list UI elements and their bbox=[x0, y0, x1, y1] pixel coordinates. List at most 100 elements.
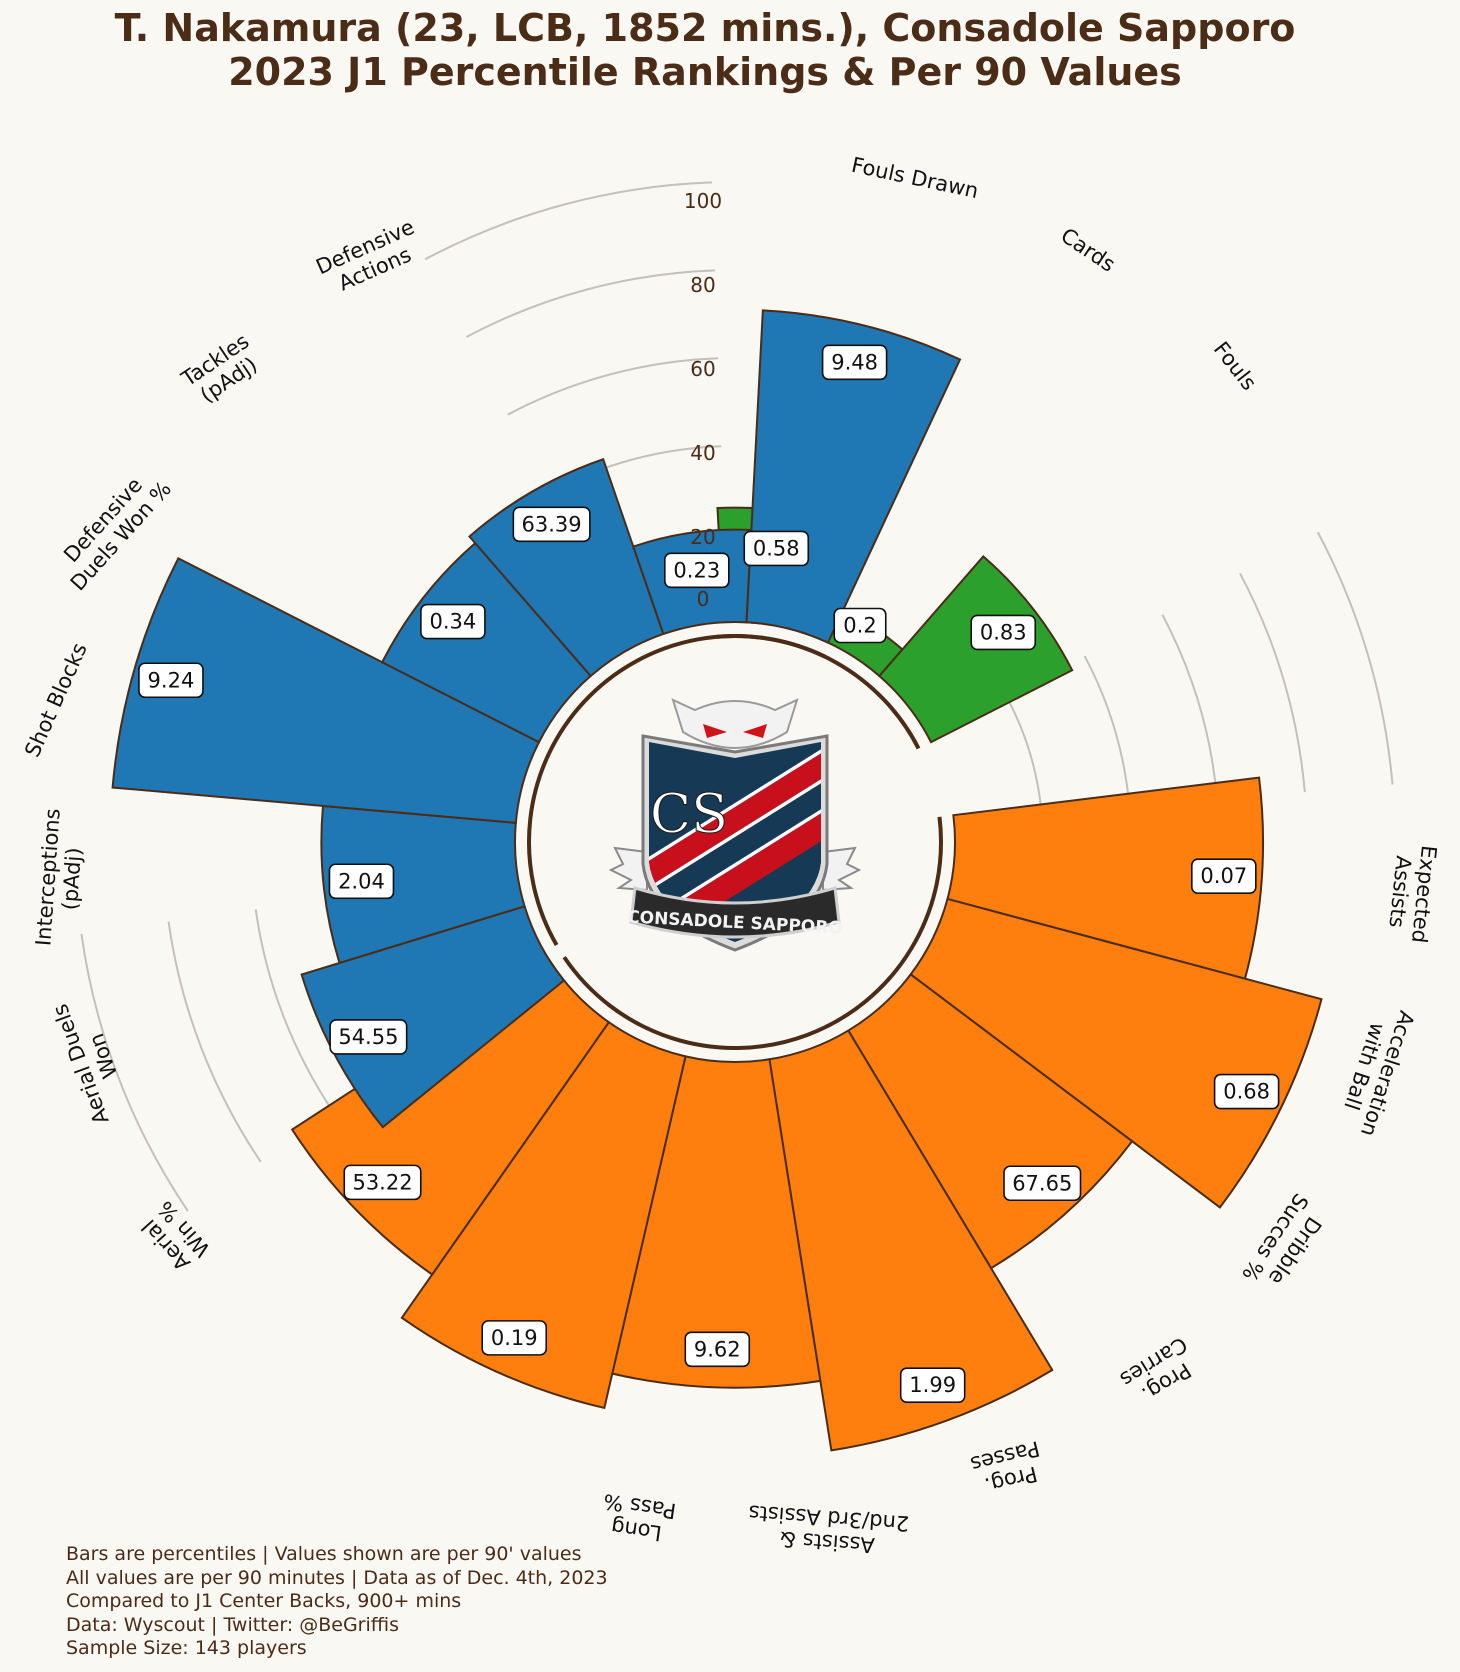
value-label-box bbox=[684, 1331, 751, 1368]
category-label: Tackles(pAdj) bbox=[176, 329, 261, 408]
value-label-7: 0.68 bbox=[1213, 1073, 1280, 1110]
gridline-arc bbox=[1161, 614, 1219, 800]
r-tick-label: 0 bbox=[697, 587, 710, 611]
value-label-box bbox=[343, 1164, 422, 1201]
value-label-6: 0.07 bbox=[1191, 858, 1257, 894]
value-label-box bbox=[833, 607, 887, 644]
gridline-arc bbox=[424, 181, 713, 261]
value-label-box bbox=[743, 530, 810, 567]
value-label-18: 63.39 bbox=[512, 506, 591, 543]
value-label-text: 54.55 bbox=[338, 1025, 398, 1049]
footer-line-2: All values are per 90 minutes | Data as … bbox=[66, 1566, 608, 1589]
gridline-arc bbox=[465, 269, 716, 338]
r-tick-label: 20 bbox=[690, 525, 715, 549]
bar-10 bbox=[611, 1055, 822, 1389]
value-label-12: 53.22 bbox=[343, 1164, 422, 1201]
radial-tick-labels: 0 20 40 60 80 100 bbox=[684, 189, 722, 611]
category-label: Assists &2nd/3rd Assists bbox=[748, 1500, 910, 1557]
category-label: Fouls bbox=[1209, 337, 1261, 395]
category-label-line: Fouls Drawn bbox=[849, 153, 980, 203]
value-labels: 0.58 0.2 0.83 0.07 0.68 67.65 1.99 9.62 0.19 53.2… bbox=[138, 344, 1280, 1403]
group-arc-1 bbox=[562, 816, 943, 1050]
value-label-box bbox=[329, 1019, 408, 1055]
value-label-box bbox=[821, 344, 888, 381]
value-label-text: 67.65 bbox=[1012, 1171, 1072, 1195]
value-label-10: 9.62 bbox=[684, 1331, 751, 1368]
value-label-box bbox=[1213, 1073, 1280, 1110]
value-label-text: 53.22 bbox=[352, 1170, 412, 1194]
value-label-box bbox=[1191, 858, 1257, 894]
footer-line-1: Bars are percentiles | Values shown are … bbox=[66, 1543, 582, 1565]
category-label: Prog.Carries bbox=[1116, 1332, 1195, 1406]
chart-title-line-2: 2023 J1 Percentile Rankings & Per 90 Val… bbox=[228, 50, 1182, 94]
crest-owl-head bbox=[671, 698, 799, 749]
value-label-text: 0.83 bbox=[980, 620, 1027, 644]
crest-owl-eye-left bbox=[703, 724, 727, 738]
value-label-box bbox=[664, 552, 730, 589]
footer-line-5: Sample Size: 143 players bbox=[66, 1637, 307, 1659]
group-arcs bbox=[527, 634, 943, 1050]
bar-14 bbox=[300, 905, 566, 1129]
group-arc-2 bbox=[527, 634, 827, 946]
value-label-text: 0.23 bbox=[673, 558, 720, 582]
value-label-box bbox=[512, 506, 591, 543]
value-label-15: 2.04 bbox=[328, 863, 395, 900]
value-label-9: 1.99 bbox=[899, 1367, 966, 1403]
value-label-text: 9.62 bbox=[694, 1337, 741, 1361]
bars bbox=[111, 309, 1323, 1452]
club-crest: CS CONSADOLE SAPPORO bbox=[608, 698, 862, 952]
value-label-17: 0.34 bbox=[420, 603, 486, 640]
chart-title: T. Nakamura (23, LCB, 1852 mins.), Consa… bbox=[0, 6, 1410, 94]
category-label-line: Fouls bbox=[1209, 337, 1261, 395]
footer-line-4: Data: Wyscout | Twitter: @BeGriffis bbox=[66, 1613, 400, 1636]
gridline-arc bbox=[507, 357, 719, 416]
value-label-box bbox=[1003, 1165, 1082, 1202]
value-label-20: 9.48 bbox=[821, 344, 888, 381]
value-label-text: 0.34 bbox=[430, 610, 477, 634]
gridline-arc bbox=[1006, 696, 1043, 816]
value-label-1: 0.2 bbox=[833, 607, 887, 644]
value-label-11: 0.19 bbox=[481, 1320, 548, 1356]
value-label-text: 0.19 bbox=[491, 1326, 538, 1350]
value-label-box bbox=[481, 1320, 548, 1356]
value-label-box bbox=[328, 863, 395, 900]
crest-initials: CS bbox=[650, 782, 728, 845]
gridline-arc bbox=[254, 909, 335, 1114]
value-label-text: 2.04 bbox=[338, 869, 385, 893]
crest-stripes bbox=[649, 742, 821, 942]
crest-banner-shape bbox=[629, 886, 841, 939]
category-label: Cards bbox=[1056, 223, 1119, 276]
bar-17 bbox=[380, 541, 593, 744]
value-label-text: 0.58 bbox=[753, 536, 800, 560]
value-label-14: 54.55 bbox=[329, 1019, 408, 1055]
footer-notes: Bars are percentiles | Values shown are … bbox=[66, 1543, 608, 1661]
bar-7 bbox=[909, 897, 1323, 1209]
value-label-8: 67.65 bbox=[1003, 1165, 1082, 1202]
r-tick-label: 60 bbox=[690, 357, 715, 381]
value-label-19: 0.23 bbox=[664, 552, 730, 589]
value-label-box bbox=[138, 662, 204, 699]
value-label-0: 0.58 bbox=[743, 530, 810, 567]
category-label: Prog.Passes bbox=[968, 1436, 1042, 1498]
bar-6 bbox=[946, 776, 1264, 980]
category-label: Fouls Drawn bbox=[849, 153, 980, 203]
value-label-text: 9.48 bbox=[831, 350, 878, 374]
r-tick-label: 80 bbox=[690, 273, 715, 297]
value-label-text: 63.39 bbox=[522, 512, 582, 536]
value-label-text: 0.07 bbox=[1200, 864, 1247, 888]
category-label-line: (pAdj) bbox=[58, 847, 86, 911]
bar-9 bbox=[768, 1029, 1054, 1452]
r-tick-label: 40 bbox=[690, 441, 715, 465]
r-tick-label: 100 bbox=[684, 189, 722, 213]
category-label: Shot Blocks bbox=[20, 639, 92, 760]
bar-11 bbox=[400, 1020, 687, 1410]
value-label-box bbox=[899, 1367, 966, 1403]
value-label-box bbox=[970, 614, 1037, 651]
category-label-line: Cards bbox=[1056, 223, 1119, 276]
